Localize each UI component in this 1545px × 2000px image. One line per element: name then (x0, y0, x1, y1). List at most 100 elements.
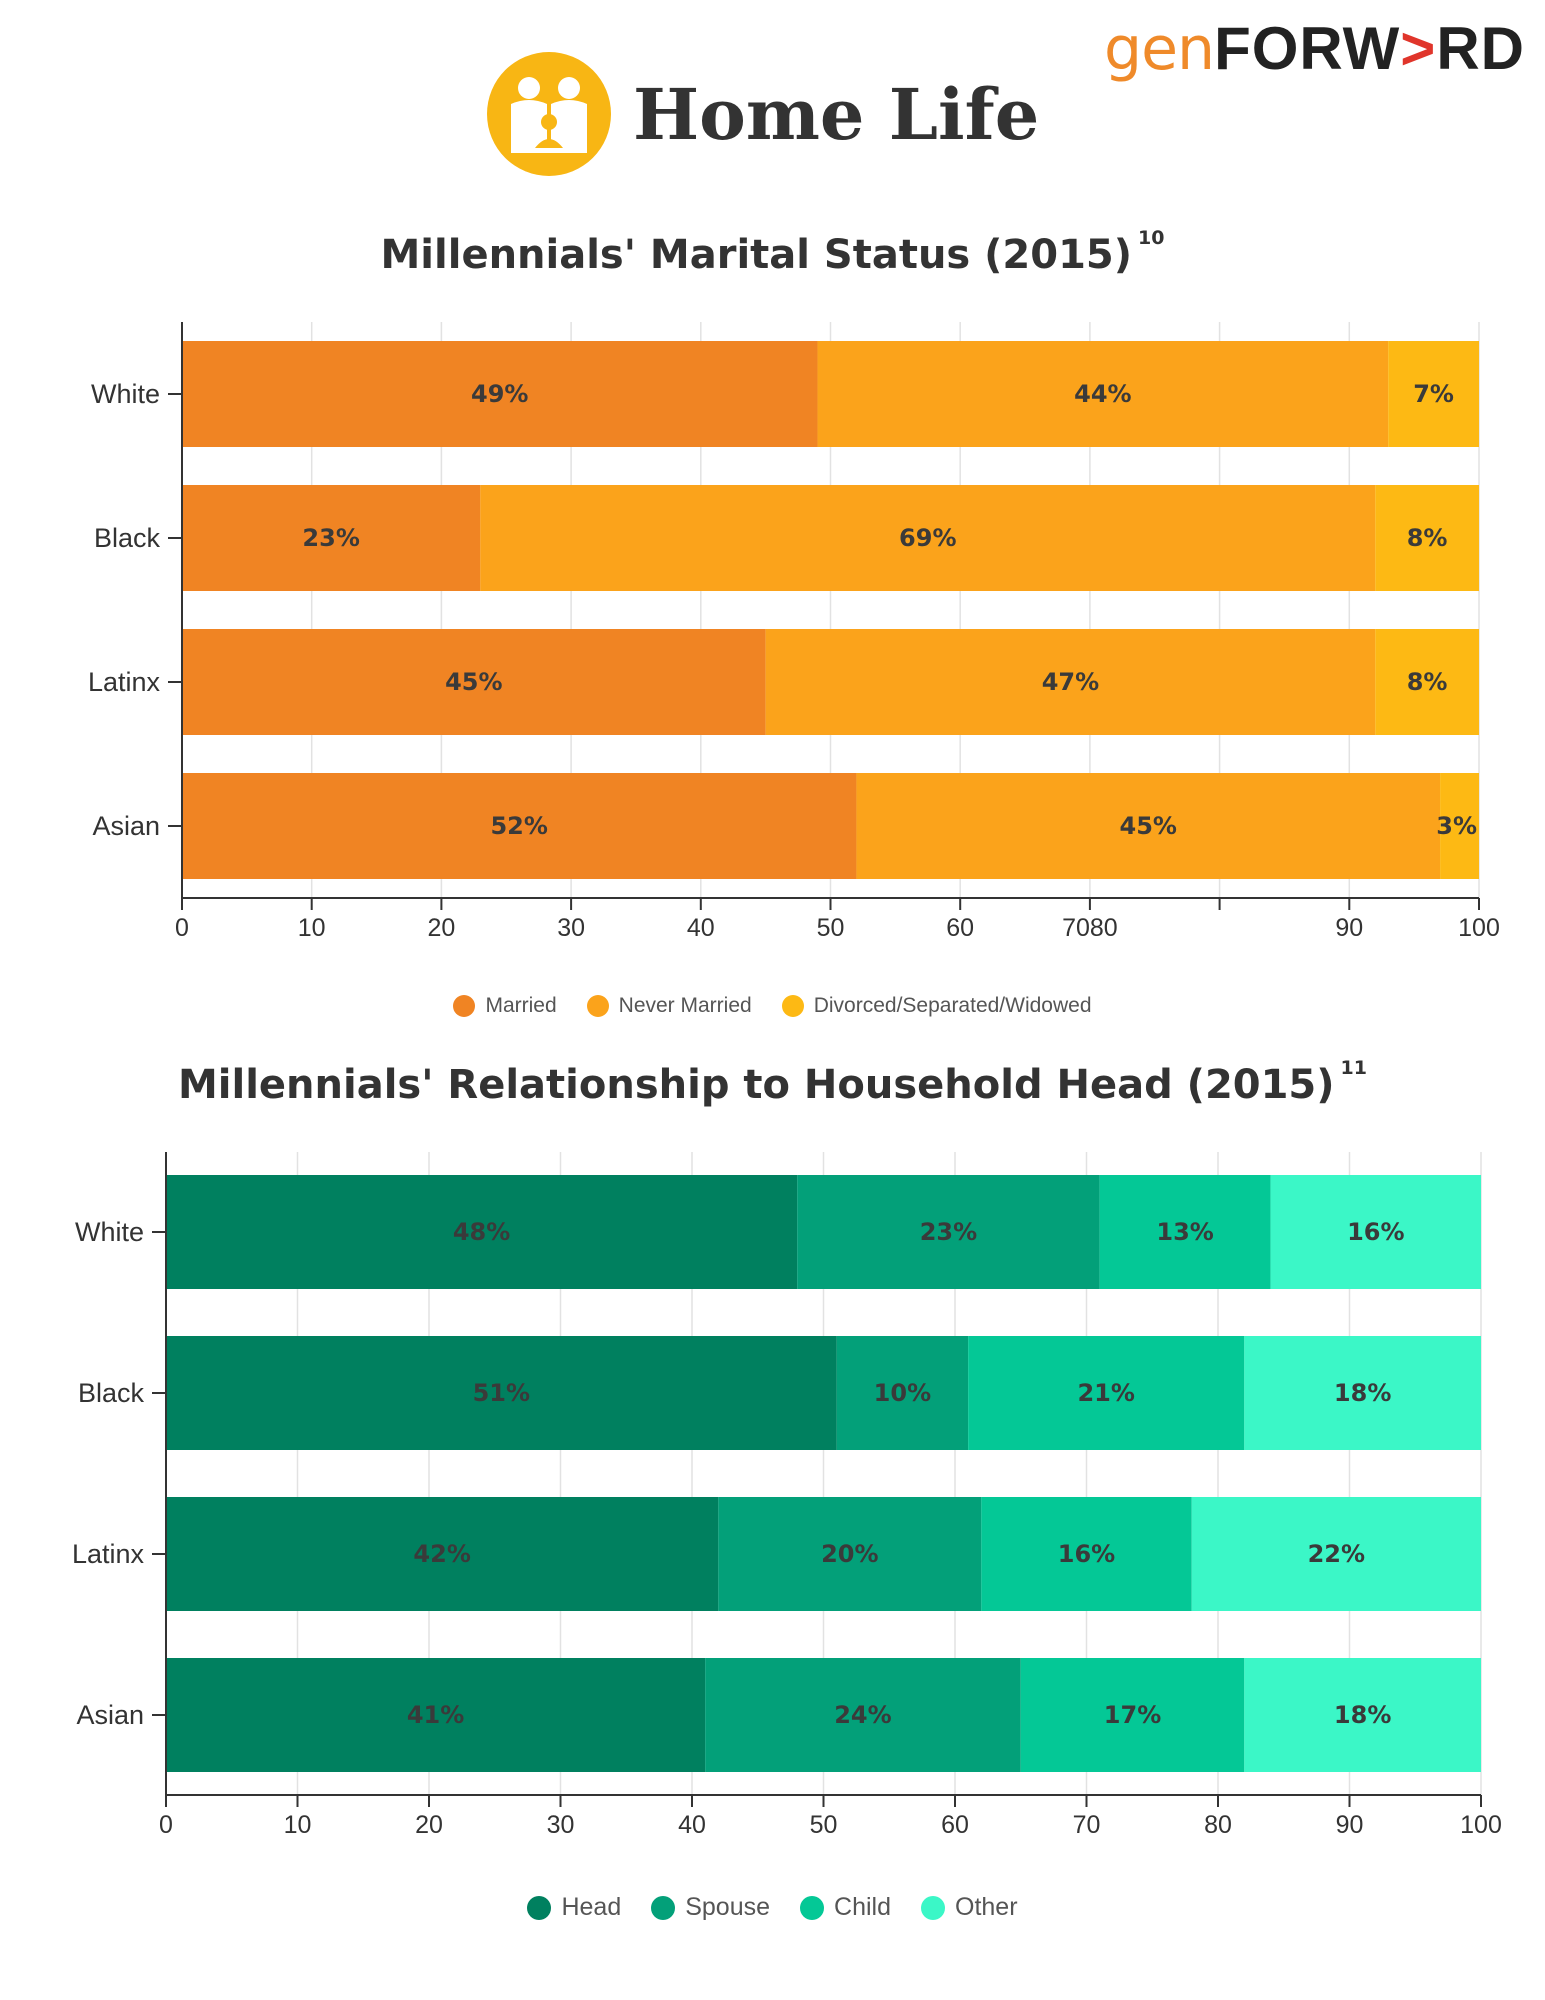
x-tick-label: 40 (687, 914, 715, 942)
data-label: 41% (407, 1701, 464, 1729)
category-label: Latinx (88, 667, 161, 697)
category-label: Latinx (72, 1539, 145, 1569)
x-tick-label: 40 (678, 1811, 706, 1839)
category-label: Asian (76, 1700, 144, 1730)
bar-never-married-asian (856, 773, 1441, 879)
bar-never-married-white (817, 341, 1389, 447)
household-head-legend: Head Spouse Child Other (0, 1893, 1545, 1922)
data-label: 24% (834, 1701, 891, 1729)
bar-other-asian (1244, 1658, 1481, 1772)
data-label: 17% (1104, 1701, 1161, 1729)
data-label: 47% (1042, 668, 1099, 696)
data-label: 10% (874, 1379, 931, 1407)
legend-label: Married (485, 994, 557, 1017)
x-tick-label: 20 (427, 914, 455, 942)
bar-child-asian (1020, 1658, 1245, 1772)
data-label: 7% (1413, 380, 1454, 408)
brand-gen-text: gen (1104, 14, 1215, 84)
x-tick-label: 80 (1204, 1811, 1232, 1839)
legend-swatch (651, 1895, 676, 1920)
legend-swatch (527, 1895, 552, 1920)
bar-spouse-black (836, 1336, 969, 1450)
data-label: 23% (302, 524, 359, 552)
legend-swatch (586, 995, 609, 1017)
bar-married-latinx (182, 629, 766, 735)
legend-item: Other (921, 1893, 1018, 1922)
brand-forward-text: FORW>RD (1214, 15, 1525, 82)
chart-title-text: Millennials' Marital Status (2015) (380, 232, 1133, 278)
data-label: 42% (413, 1540, 470, 1568)
category-label: White (75, 1217, 144, 1247)
household-head-chart: 48% 23% 13% 16% White 51% 10% 21% 18% Black 42% 20%… (72, 1152, 1502, 1839)
bar-never-married-latinx (765, 629, 1376, 735)
data-label: 18% (1334, 1379, 1391, 1407)
x-tick-label: 30 (547, 1811, 575, 1839)
legend-swatch (800, 1895, 825, 1920)
x-tick-label: 50 (817, 914, 845, 942)
legend-swatch (921, 1895, 945, 1920)
bar-child-black (968, 1336, 1245, 1450)
chart-title-marital-status: Millennials' Marital Status (2015) 10 (0, 227, 1545, 278)
x-tick-label: 10 (284, 1811, 312, 1839)
chart-title-household-head: Millennials' Relationship to Household H… (0, 1057, 1545, 1108)
x-tick-label: 90 (1335, 914, 1363, 942)
bar-spouse-asian (705, 1658, 1021, 1772)
category-label: Black (78, 1378, 145, 1408)
legend-item: Spouse (651, 1893, 770, 1922)
data-label: 8% (1407, 524, 1448, 552)
bar-spouse-latinx (718, 1497, 982, 1611)
legend-label: Child (834, 1893, 891, 1921)
chart-title-text: Millennials' Relationship to Household H… (177, 1062, 1335, 1108)
x-tick-label: 10 (298, 914, 326, 942)
legend-item: Child (800, 1893, 891, 1922)
legend-item: Married (453, 994, 557, 1018)
x-tick-label: 0 (159, 1811, 173, 1839)
data-label: 49% (471, 380, 528, 408)
x-tick-label: 90 (1336, 1811, 1364, 1839)
data-label: 3% (1436, 812, 1477, 840)
x-tick-label: 7080 (1062, 914, 1118, 942)
legend-label: Head (561, 1893, 622, 1921)
bar-married-black (182, 485, 481, 591)
data-label: 44% (1074, 380, 1131, 408)
legend-label: Never Married (618, 994, 752, 1017)
data-label: 22% (1308, 1540, 1365, 1568)
legend-label: Spouse (685, 1893, 771, 1921)
family-home-icon (487, 52, 611, 176)
bar-never-married-black (480, 485, 1376, 591)
legend-item: Never Married (586, 994, 752, 1018)
footnote-marker: 10 (1138, 226, 1165, 249)
data-label: 45% (445, 668, 502, 696)
data-label: 48% (453, 1218, 510, 1246)
brand-arrow: > (1400, 15, 1437, 82)
x-tick-label: 30 (557, 914, 585, 942)
marital-status-chart: 49% 44% 7% White 23% 69% 8% Black 45% 47% 8% Latinx… (88, 322, 1500, 942)
bar-divorced-separated-widowed-asian (1440, 773, 1479, 879)
footnote-marker: 11 (1340, 1056, 1367, 1079)
bar-other-latinx (1191, 1497, 1481, 1611)
bar-other-white (1270, 1175, 1481, 1289)
legend-label: Other (955, 1893, 1018, 1921)
legend-label: Divorced/Separated/Widowed (813, 994, 1092, 1017)
bar-divorced-separated-widowed-latinx (1375, 629, 1479, 735)
x-tick-label: 100 (1458, 914, 1500, 942)
x-tick-label: 70 (1073, 1811, 1101, 1839)
x-tick-label: 60 (941, 1811, 969, 1839)
bar-divorced-separated-widowed-black (1375, 485, 1479, 591)
x-tick-label: 20 (415, 1811, 443, 1839)
genforward-logo: genFORW>RD (1104, 14, 1525, 84)
data-label: 16% (1347, 1218, 1404, 1246)
data-label: 16% (1058, 1540, 1115, 1568)
x-tick-label: 50 (810, 1811, 838, 1839)
data-label: 8% (1407, 668, 1448, 696)
category-label: Black (94, 523, 161, 553)
data-label: 51% (473, 1379, 530, 1407)
bar-head-white (166, 1175, 798, 1289)
bar-other-black (1244, 1336, 1481, 1450)
page-title: Home Life (633, 72, 1040, 156)
data-label: 20% (821, 1540, 878, 1568)
bar-child-white (1099, 1175, 1271, 1289)
data-label: 45% (1120, 812, 1177, 840)
bar-head-black (166, 1336, 837, 1450)
x-tick-label: 0 (175, 914, 189, 942)
